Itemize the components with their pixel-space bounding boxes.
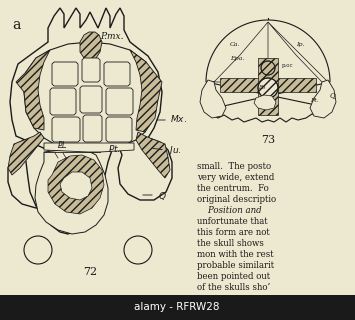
Text: $Mx.$: $Mx.$: [170, 113, 187, 124]
Text: mon with the rest: mon with the rest: [197, 250, 274, 259]
Polygon shape: [60, 172, 92, 200]
Text: Bs.: Bs.: [257, 101, 265, 107]
Polygon shape: [48, 155, 104, 214]
Text: original descriptio: original descriptio: [197, 195, 276, 204]
Polygon shape: [310, 80, 336, 118]
Polygon shape: [220, 78, 316, 92]
Text: $Pl.$: $Pl.$: [57, 139, 67, 149]
Polygon shape: [44, 143, 134, 152]
Polygon shape: [208, 22, 268, 82]
Text: Q: Q: [330, 91, 336, 99]
Text: Bo: Bo: [258, 84, 266, 90]
Polygon shape: [52, 62, 78, 86]
Polygon shape: [200, 80, 226, 118]
Text: 73: 73: [261, 135, 275, 145]
Text: P.mx.: P.mx.: [100, 31, 124, 41]
Polygon shape: [8, 8, 172, 234]
Polygon shape: [136, 132, 170, 178]
Text: the skull shows: the skull shows: [197, 239, 264, 248]
Polygon shape: [106, 88, 133, 115]
Polygon shape: [130, 50, 162, 132]
Polygon shape: [8, 132, 44, 175]
Text: $Q$: $Q$: [158, 190, 167, 202]
Polygon shape: [83, 115, 102, 142]
Circle shape: [261, 61, 275, 75]
Text: the centrum.  Fo: the centrum. Fo: [197, 184, 269, 193]
Bar: [0, 295, 355, 320]
Text: unfortunate that: unfortunate that: [197, 217, 268, 226]
Text: Position and: Position and: [197, 206, 262, 215]
Text: probable similarit: probable similarit: [197, 261, 274, 270]
Text: 72: 72: [83, 267, 97, 277]
Text: a: a: [12, 18, 20, 32]
Polygon shape: [82, 58, 100, 82]
Polygon shape: [80, 32, 102, 60]
Polygon shape: [24, 42, 155, 148]
Polygon shape: [16, 50, 50, 130]
Polygon shape: [80, 86, 102, 113]
Text: $Pt.$: $Pt.$: [108, 142, 121, 154]
Text: $Ju.$: $Ju.$: [168, 143, 182, 156]
Text: this form are not: this form are not: [197, 228, 270, 237]
Circle shape: [124, 236, 152, 264]
Text: very wide, extend: very wide, extend: [197, 173, 274, 182]
Polygon shape: [206, 20, 330, 122]
Polygon shape: [50, 88, 76, 115]
Polygon shape: [35, 150, 108, 234]
Text: been pointed out: been pointed out: [197, 272, 270, 281]
Text: Ca.: Ca.: [230, 42, 240, 46]
Text: Pt.: Pt.: [310, 98, 319, 102]
Polygon shape: [52, 117, 80, 142]
Circle shape: [24, 236, 52, 264]
Polygon shape: [258, 58, 278, 115]
Text: alamy - RFRW28: alamy - RFRW28: [134, 302, 220, 312]
Text: Epa.: Epa.: [230, 55, 244, 60]
Text: Ip.: Ip.: [296, 42, 305, 46]
Circle shape: [258, 78, 278, 98]
Text: small.  The posto: small. The posto: [197, 162, 271, 171]
Polygon shape: [254, 95, 276, 110]
Polygon shape: [106, 117, 132, 142]
Polygon shape: [268, 22, 328, 82]
Polygon shape: [104, 62, 130, 86]
Text: p.oc: p.oc: [282, 62, 294, 68]
Text: of the skulls sho’: of the skulls sho’: [197, 283, 271, 292]
